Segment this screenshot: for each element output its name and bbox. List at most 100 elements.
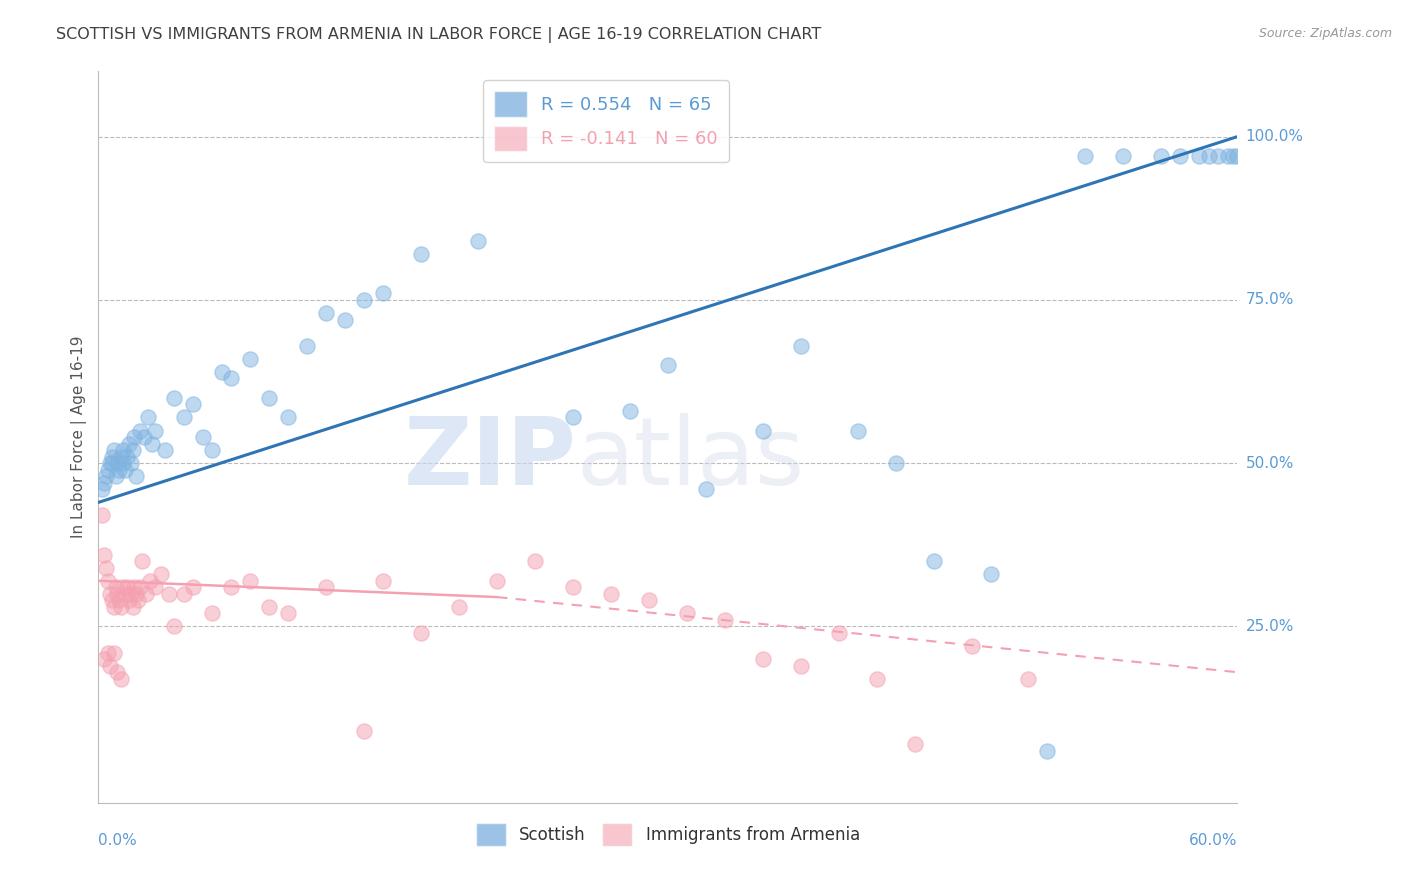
Point: [121, 443, 143, 458]
Point: [138, 574, 160, 588]
Point: [657, 358, 679, 372]
Point: [353, 293, 375, 307]
Point: [676, 607, 699, 621]
Point: [118, 593, 141, 607]
Point: [695, 483, 717, 497]
Point: [94, 469, 117, 483]
Point: [104, 469, 127, 483]
Point: [239, 574, 262, 588]
Point: [191, 430, 214, 444]
Point: [277, 410, 299, 425]
Point: [335, 312, 357, 326]
Point: [108, 463, 131, 477]
Point: [124, 580, 146, 594]
Point: [108, 593, 131, 607]
Point: [91, 508, 114, 523]
Point: [115, 580, 138, 594]
Text: 75.0%: 75.0%: [1246, 293, 1294, 308]
Point: [1216, 149, 1239, 163]
Point: [112, 580, 135, 594]
Point: [135, 587, 157, 601]
Point: [371, 574, 394, 588]
Point: [129, 580, 152, 594]
Point: [524, 554, 547, 568]
Point: [97, 574, 120, 588]
Point: [1208, 149, 1230, 163]
Point: [100, 593, 122, 607]
Point: [157, 587, 180, 601]
Point: [97, 646, 120, 660]
Point: [221, 371, 243, 385]
Point: [1226, 149, 1249, 163]
Point: [960, 639, 983, 653]
Point: [221, 580, 243, 594]
Point: [91, 483, 114, 497]
Point: [790, 658, 813, 673]
Point: [1198, 149, 1220, 163]
Point: [866, 672, 889, 686]
Point: [120, 456, 142, 470]
Point: [107, 665, 129, 680]
Text: 0.0%: 0.0%: [98, 833, 138, 848]
Point: [183, 580, 205, 594]
Point: [100, 450, 122, 464]
Point: [110, 599, 132, 614]
Point: [124, 430, 146, 444]
Point: [129, 424, 152, 438]
Point: [619, 404, 641, 418]
Point: [1112, 149, 1135, 163]
Point: [638, 593, 661, 607]
Point: [100, 456, 122, 470]
Text: 60.0%: 60.0%: [1189, 833, 1237, 848]
Point: [103, 443, 125, 458]
Point: [315, 306, 337, 320]
Point: [93, 652, 115, 666]
Point: [150, 567, 173, 582]
Text: 50.0%: 50.0%: [1246, 456, 1294, 471]
Point: [107, 456, 129, 470]
Point: [97, 463, 120, 477]
Point: [118, 436, 141, 450]
Point: [125, 587, 148, 601]
Point: [752, 424, 775, 438]
Point: [93, 548, 115, 562]
Point: [828, 626, 851, 640]
Point: [411, 247, 433, 261]
Point: [922, 554, 945, 568]
Point: [239, 351, 262, 366]
Point: [131, 554, 153, 568]
Point: [1170, 149, 1192, 163]
Point: [120, 587, 142, 601]
Point: [211, 365, 233, 379]
Point: [486, 574, 509, 588]
Point: [141, 436, 163, 450]
Point: [297, 338, 319, 352]
Point: [98, 658, 121, 673]
Text: ZIP: ZIP: [404, 413, 576, 505]
Point: [353, 723, 375, 738]
Point: [115, 450, 138, 464]
Point: [112, 456, 135, 470]
Point: [411, 626, 433, 640]
Point: [1018, 672, 1040, 686]
Point: [136, 410, 159, 425]
Point: [979, 567, 1001, 582]
Point: [173, 587, 195, 601]
Point: [93, 475, 115, 490]
Point: [1222, 149, 1244, 163]
Point: [752, 652, 775, 666]
Point: [562, 410, 585, 425]
Point: [110, 672, 132, 686]
Point: [145, 424, 167, 438]
Point: [259, 599, 281, 614]
Point: [1036, 743, 1059, 757]
Point: [562, 580, 585, 594]
Text: 25.0%: 25.0%: [1246, 619, 1294, 634]
Text: 100.0%: 100.0%: [1246, 129, 1303, 145]
Point: [163, 391, 186, 405]
Point: [103, 599, 125, 614]
Point: [104, 580, 127, 594]
Point: [145, 580, 167, 594]
Point: [127, 593, 149, 607]
Point: [98, 456, 121, 470]
